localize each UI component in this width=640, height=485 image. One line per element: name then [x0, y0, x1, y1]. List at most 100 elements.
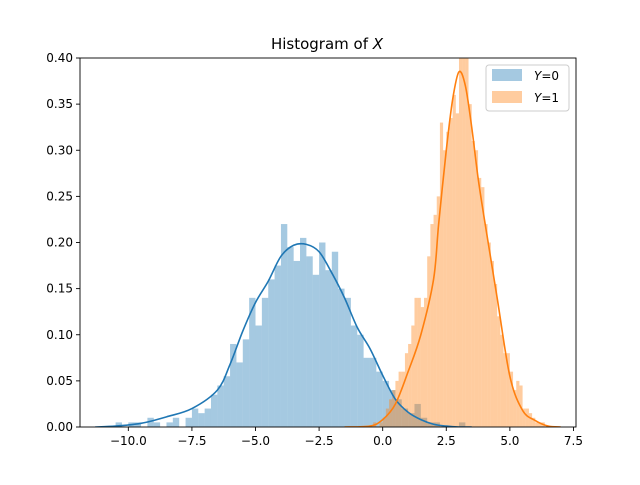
hist-bar-y1 [436, 196, 440, 427]
y-tick-label: 0.40 [46, 51, 73, 65]
hist-bar-y1 [452, 94, 456, 427]
hist-bar-y0 [255, 325, 262, 427]
hist-bar-y1 [509, 371, 514, 427]
hist-bar-y0 [223, 376, 231, 427]
hist-bar-y0 [376, 371, 383, 427]
hist-bar-y1 [439, 122, 444, 427]
hist-bar-y0 [268, 279, 275, 427]
hist-bar-y1 [516, 380, 520, 427]
legend-frame [485, 64, 570, 112]
hist-bar-y1 [404, 353, 409, 427]
hist-bar-y1 [430, 224, 434, 427]
hist-bar-y1 [408, 343, 412, 427]
hist-bar-y0 [414, 403, 421, 427]
hist-bar-y0 [319, 242, 326, 427]
series-0-bars [115, 224, 466, 427]
hist-bar-y0 [236, 362, 243, 427]
hist-bar-y0 [300, 237, 307, 427]
hist-bar-y0 [338, 288, 345, 427]
x-tick-label: 5.0 [500, 434, 519, 448]
hist-bar-y0 [274, 265, 281, 427]
hist-bar-y0 [217, 385, 224, 427]
hist-bar-y0 [420, 417, 428, 427]
hist-bar-y1 [513, 390, 517, 427]
hist-bar-y0 [293, 260, 301, 427]
hist-bar-y1 [449, 117, 453, 427]
hist-bar-y1 [490, 260, 494, 427]
hist-bar-y1 [458, 58, 463, 427]
hist-bar-y1 [379, 422, 383, 427]
hist-bar-y0 [395, 399, 402, 427]
legend-label-y1: Y=1 [534, 91, 559, 105]
x-tick-label: −10.0 [110, 434, 147, 448]
hist-bar-y1 [446, 131, 450, 427]
hist-bar-y0 [261, 297, 269, 427]
y-tick-label: 0.15 [46, 282, 73, 296]
hist-bar-y0 [280, 224, 288, 427]
hist-bar-y1 [455, 113, 459, 427]
hist-bar-y1 [465, 58, 469, 427]
hist-bar-y0 [134, 422, 142, 427]
x-tick-label: 2.5 [437, 434, 456, 448]
x-tick-label: −5.0 [241, 434, 270, 448]
hist-bar-y1 [532, 417, 536, 427]
hist-bar-y0 [350, 325, 358, 427]
y-tick-label: 0.00 [46, 420, 73, 434]
x-tick-label: 7.5 [564, 434, 583, 448]
hist-bar-y0 [204, 408, 211, 427]
hist-bar-y0 [363, 357, 370, 427]
hist-bar-y1 [522, 408, 526, 427]
hist-bar-y0 [147, 417, 154, 427]
hist-bar-y0 [369, 357, 377, 427]
hist-bar-y0 [427, 422, 434, 427]
axes: −10.0 −7.5 −5.0 −2.5 0.0 2.5 5.0 7.5 0.00 0.05 0.1… [46, 51, 583, 448]
hist-bar-y0 [185, 417, 192, 427]
hist-bar-y1 [462, 58, 466, 427]
legend-swatch-y0 [492, 69, 522, 81]
hist-bar-y1 [484, 224, 488, 427]
legend-swatch-y1 [492, 91, 522, 103]
hist-bar-y1 [389, 399, 393, 427]
hist-bar-y1 [417, 297, 421, 427]
hist-bar-y0 [191, 408, 199, 427]
kde-curves [95, 70, 561, 427]
kde-line-y1 [344, 70, 561, 427]
hist-bar-y1 [528, 413, 533, 427]
hist-bar-y0 [382, 380, 390, 427]
hist-bar-y1 [382, 417, 386, 427]
hist-bar-y1 [506, 353, 510, 427]
hist-bar-y0 [458, 422, 466, 427]
kde-line-y0 [95, 242, 472, 427]
hist-bar-y1 [474, 150, 479, 427]
y-tick-label: 0.30 [46, 143, 73, 157]
hist-bar-y1 [535, 422, 539, 427]
legend-label-y0: Y=0 [534, 69, 559, 83]
hist-bar-y1 [503, 353, 507, 427]
hist-bar-y1 [411, 325, 415, 427]
hist-bar-y1 [478, 177, 482, 427]
hist-bar-y0 [230, 343, 237, 427]
hist-bar-y0 [153, 422, 161, 427]
hist-bar-y1 [401, 371, 405, 427]
hist-bar-y1 [433, 214, 437, 427]
hist-bar-y1 [420, 307, 425, 427]
hist-bar-y0 [115, 422, 122, 427]
hist-bar-y1 [538, 422, 542, 427]
hist-bar-y0 [306, 256, 313, 427]
hist-bar-y1 [395, 380, 399, 427]
y-tick-label: 0.10 [46, 328, 73, 342]
hist-bar-y0 [198, 413, 205, 427]
hist-bar-y1 [471, 141, 475, 427]
hist-bar-y1 [481, 187, 485, 427]
hist-bar-y1 [443, 150, 447, 427]
hist-bar-y1 [398, 371, 402, 427]
hist-bar-y1 [525, 408, 529, 427]
hist-bar-y1 [497, 316, 501, 427]
hist-bar-y1 [392, 390, 396, 427]
hist-bar-y0 [357, 334, 364, 427]
hist-bar-y0 [249, 297, 256, 427]
x-tick-label: −2.5 [305, 434, 334, 448]
hist-bar-y1 [500, 334, 504, 427]
hist-bar-y1 [414, 297, 418, 427]
